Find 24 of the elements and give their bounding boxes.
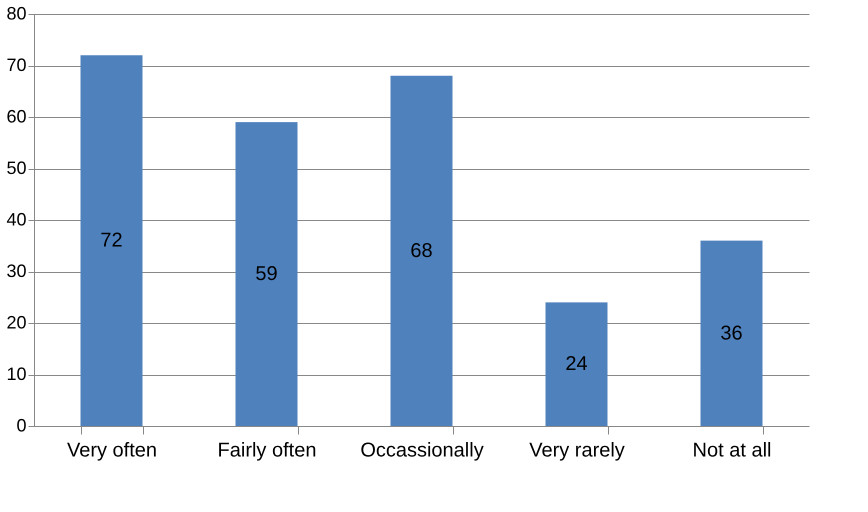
y-tick-label: 60 — [6, 106, 26, 126]
x-tick-label: Fairly often — [218, 440, 316, 462]
bar — [390, 76, 452, 426]
y-tick-label: 80 — [6, 4, 26, 24]
x-tick-label: Very often — [66, 440, 158, 462]
x-tick-label: Very rarely — [529, 440, 625, 462]
y-tick-label: 0 — [16, 416, 26, 436]
y-tick-label: 30 — [6, 261, 26, 281]
data-label: 68 — [410, 240, 433, 262]
x-tick-label: Not at all — [692, 440, 772, 462]
bar — [236, 122, 298, 426]
y-tick-label: 10 — [6, 364, 26, 384]
bar — [546, 302, 608, 426]
y-tick-label: 70 — [6, 55, 26, 75]
x-tick-label: Occassionally — [360, 440, 484, 462]
bar — [700, 240, 762, 426]
y-tick-label: 50 — [6, 158, 26, 178]
bar — [80, 55, 142, 426]
data-label: 59 — [255, 263, 278, 286]
y-tick-label: 20 — [6, 312, 26, 332]
data-label: 24 — [565, 353, 588, 376]
data-label: 72 — [100, 230, 123, 252]
data-label: 36 — [720, 322, 743, 344]
y-tick-label: 40 — [6, 210, 26, 230]
